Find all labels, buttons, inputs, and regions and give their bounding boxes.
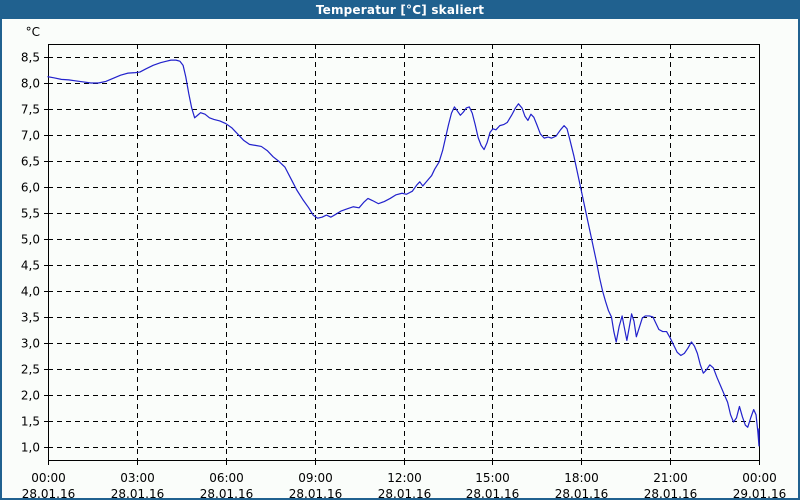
x-tick-time-label: 00:00 <box>742 471 777 485</box>
x-tick-time-label: 00:00 <box>31 471 66 485</box>
axes-layer <box>44 44 760 465</box>
x-tick-date-label: 28.01.16 <box>289 487 342 498</box>
series-layer <box>47 59 760 447</box>
x-tick-date-label: 28.01.16 <box>22 487 75 498</box>
y-tick-label: 7,0 <box>21 129 40 143</box>
chart-canvas: 1,0 1,5 2,0 2,5 3,0 3,5 4,0 4,5 5,0 5,5 6,0 6,5 7,0 7… <box>2 19 798 498</box>
y-tick-label: 1,0 <box>21 441 40 455</box>
y-tick-label: 8,5 <box>21 51 40 65</box>
y-tick-label: 4,0 <box>21 285 40 299</box>
window-title: Temperatur [°C] skaliert <box>315 2 485 17</box>
x-tick-date-label: 28.01.16 <box>200 487 253 498</box>
axis-labels-layer: 1,0 1,5 2,0 2,5 3,0 3,5 4,0 4,5 5,0 5,5 6,0 6,5 7,0 7… <box>21 25 786 498</box>
x-tick-date-label: 29.01.16 <box>733 487 786 498</box>
x-tick-time-label: 03:00 <box>120 471 155 485</box>
y-tick-label: 7,5 <box>21 103 40 117</box>
x-tick-date-label: 28.01.16 <box>555 487 608 498</box>
y-tick-label: 5,0 <box>21 233 40 247</box>
y-tick-label: 3,5 <box>21 311 40 325</box>
plot-frame <box>48 44 760 461</box>
x-tick-time-label: 18:00 <box>564 471 599 485</box>
y-tick-label: 4,5 <box>21 259 40 273</box>
y-tick-label: 5,5 <box>21 207 40 221</box>
x-tick-date-label: 28.01.16 <box>378 487 431 498</box>
x-tick-time-label: 06:00 <box>209 471 244 485</box>
y-tick-label: 6,0 <box>21 181 40 195</box>
y-tick-label: 8,0 <box>21 77 40 91</box>
x-tick-date-label: 28.01.16 <box>644 487 697 498</box>
y-tick-label: 6,5 <box>21 155 40 169</box>
x-tick-time-label: 21:00 <box>653 471 688 485</box>
x-tick-date-label: 28.01.16 <box>466 487 519 498</box>
chart-plot: 1,0 1,5 2,0 2,5 3,0 3,5 4,0 4,5 5,0 5,5 6,0 6,5 7,0 7… <box>21 25 786 498</box>
y-tick-label: 2,5 <box>21 363 40 377</box>
y-tick-label: 2,0 <box>21 389 40 403</box>
window-title-bar: Temperatur [°C] skaliert <box>0 0 800 19</box>
temperature-series-line <box>47 59 760 447</box>
x-tick-date-label: 28.01.16 <box>111 487 164 498</box>
x-tick-time-label: 12:00 <box>387 471 422 485</box>
x-tick-time-label: 15:00 <box>475 471 510 485</box>
y-tick-label: 3,0 <box>21 337 40 351</box>
x-tick-time-label: 09:00 <box>298 471 333 485</box>
y-tick-label: 1,5 <box>21 415 40 429</box>
y-axis-unit-label: °C <box>26 25 40 39</box>
grid-layer <box>48 44 759 460</box>
